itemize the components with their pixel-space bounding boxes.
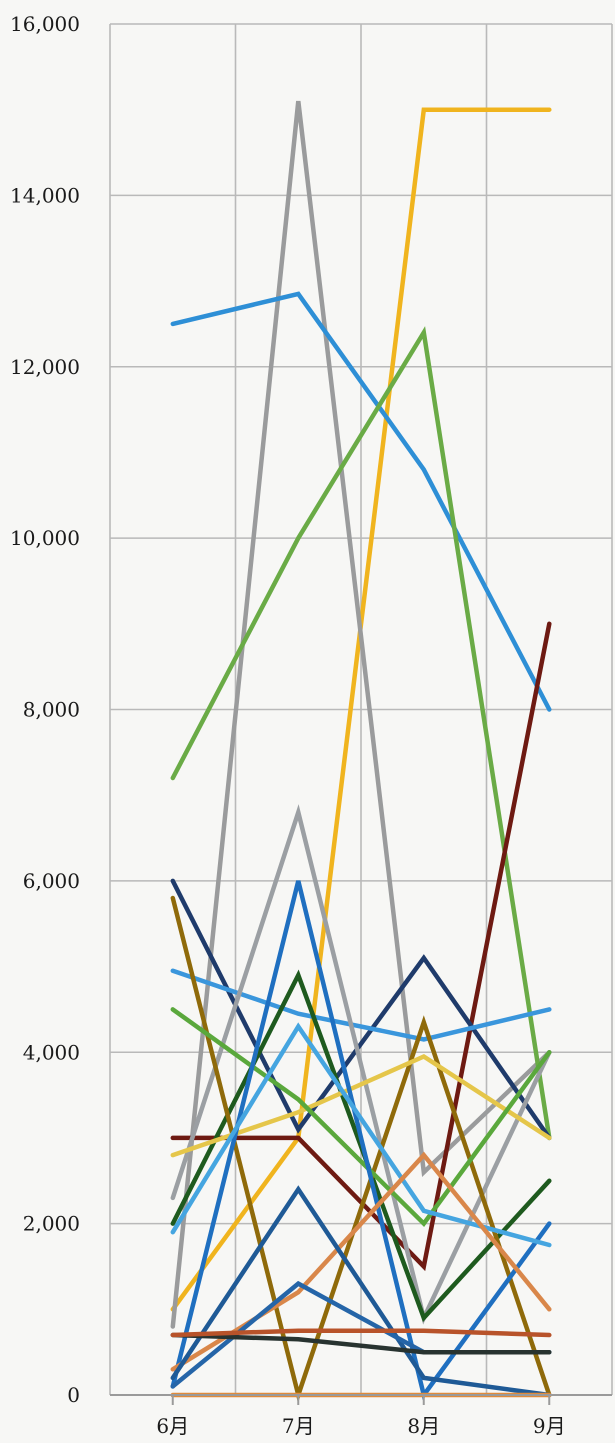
axis-layer [110, 1394, 612, 1405]
x-tick-label: 8月 [407, 1414, 440, 1438]
y-tick-label: 10,000 [10, 526, 80, 550]
grid-layer [109, 23, 613, 1395]
series-line-8 [170, 804, 552, 1325]
series-line-10 [170, 895, 552, 1403]
series-line-12 [170, 1007, 552, 1228]
series-line-7 [170, 968, 552, 1042]
y-tick-label: 16,000 [10, 12, 80, 36]
x-tick-label: 6月 [156, 1414, 189, 1438]
x-tick-label: 7月 [282, 1414, 315, 1438]
series-line-19 [170, 1328, 552, 1338]
y-tick-label: 8,000 [23, 698, 80, 722]
series-line-14 [170, 1022, 552, 1248]
series-line-3 [170, 291, 552, 712]
y-tick-label: 4,000 [23, 1040, 80, 1064]
y-tick-label: 14,000 [10, 183, 80, 207]
y-tick-label: 0 [67, 1383, 80, 1407]
y-tick-labels: 0 2,000 4,000 6,000 8,000 10,000 12,000 14,000 1… [10, 12, 80, 1407]
y-tick-label: 12,000 [10, 355, 80, 379]
y-tick-label: 6,000 [23, 869, 80, 893]
series-line-18 [170, 1332, 552, 1355]
series-layer [170, 100, 552, 1403]
series-line-16 [170, 1185, 552, 1398]
series-line-2 [170, 100, 552, 1329]
x-tick-labels: 6月 7月 8月 9月 [156, 1414, 565, 1438]
x-tick-label: 9月 [533, 1414, 566, 1438]
y-tick-label: 2,000 [23, 1212, 80, 1236]
series-line-4 [170, 326, 552, 1141]
